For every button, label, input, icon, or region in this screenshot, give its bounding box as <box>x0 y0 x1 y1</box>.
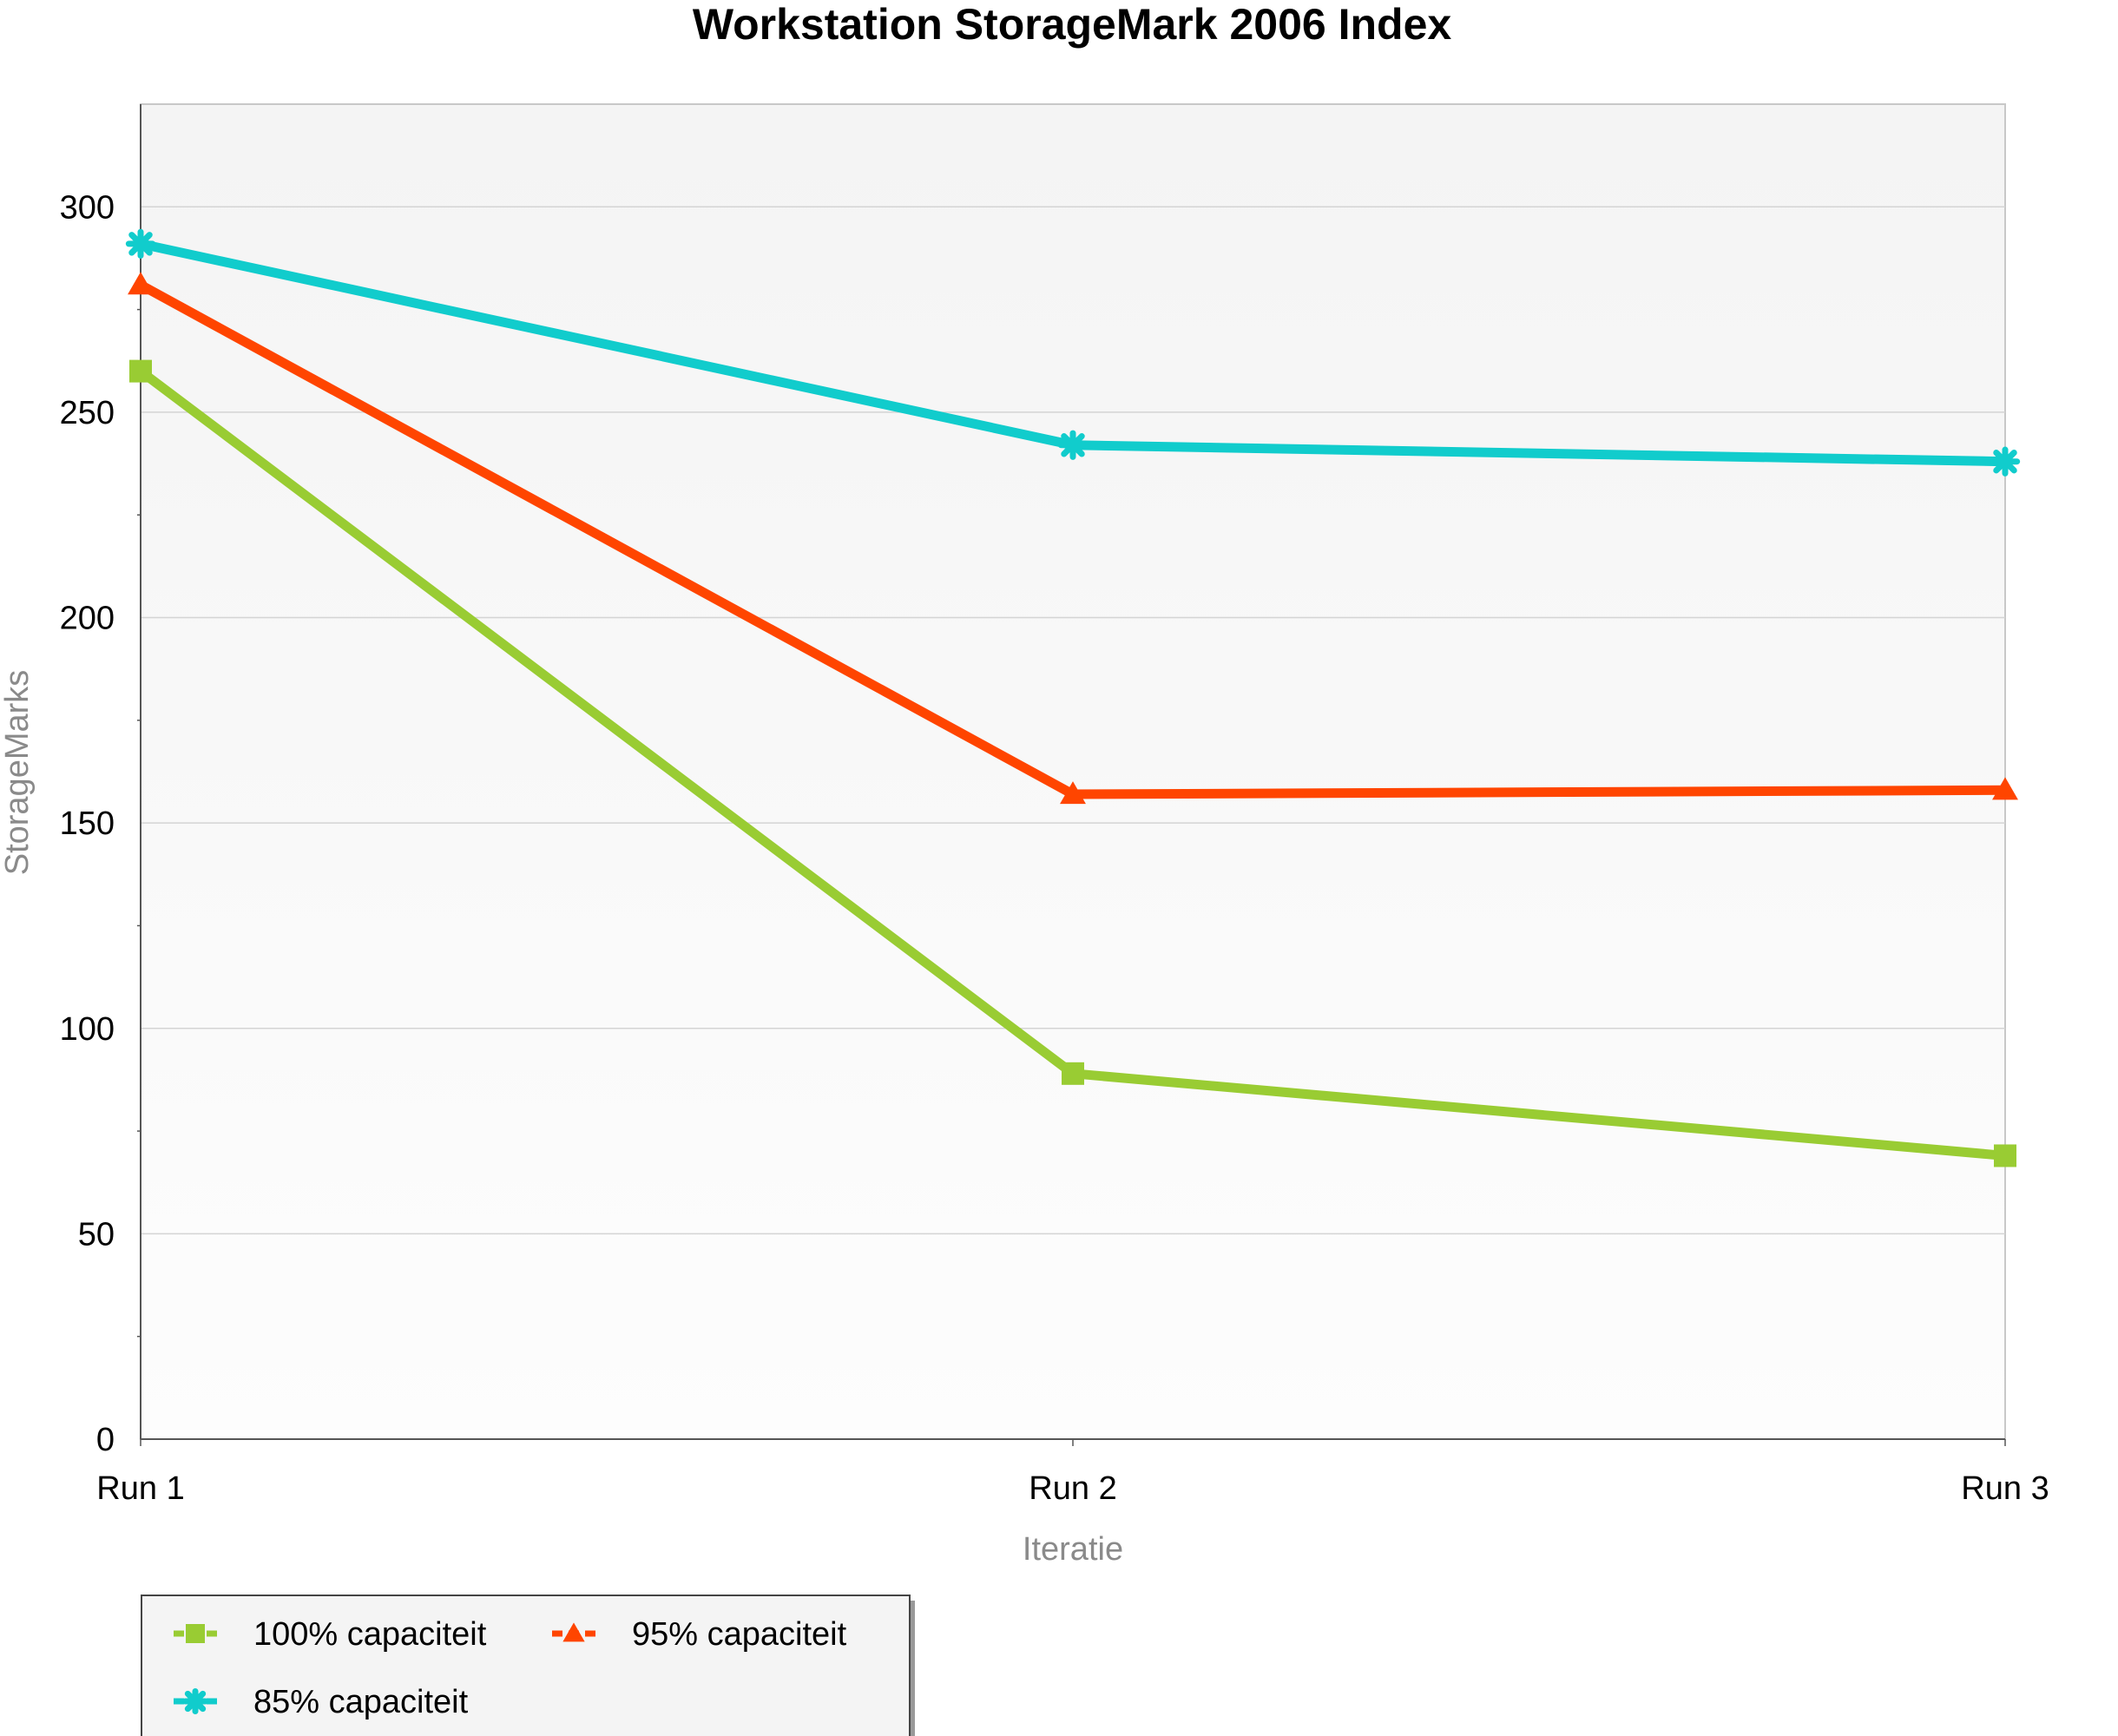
gridlines <box>141 206 2005 1235</box>
chart-title: Workstation StorageMark 2006 Index <box>693 0 1452 49</box>
plot-area <box>140 103 2006 1440</box>
series-1 <box>129 359 2016 1167</box>
legend-item: 95% capaciteit <box>552 1616 847 1653</box>
x-axis-ticks: Run 1 Run 2 Run 3 <box>96 1439 2049 1507</box>
marker-square <box>1994 1144 2016 1167</box>
marker-triangle <box>1060 781 1086 805</box>
y-axis-ticks: 0 50 100 150 200 250 300 <box>60 189 115 1458</box>
y-tick-label: 50 <box>78 1216 115 1253</box>
legend: 100% capaciteit 95% capaciteit 85% capacit… <box>141 1595 915 1736</box>
legend-label: 95% capaciteit <box>632 1616 847 1653</box>
x-tick-label: Run 1 <box>96 1470 184 1507</box>
legend-items: 100% capaciteit 95% capaciteit 85% capacit… <box>174 1616 847 1720</box>
y-tick-label: 150 <box>60 806 115 842</box>
legend-label: 100% capaciteit <box>253 1616 487 1653</box>
marker-star <box>1990 446 2021 477</box>
series-group <box>125 228 2021 1167</box>
x-tick-label: Run 3 <box>1961 1470 2049 1507</box>
marker-star <box>1057 430 1089 460</box>
y-tick-label: 250 <box>60 395 115 431</box>
marker-star <box>181 1687 209 1715</box>
marker-star <box>125 228 156 260</box>
x-tick-label: Run 2 <box>1029 1470 1116 1507</box>
legend-label: 85% capaciteit <box>253 1684 469 1720</box>
series-3 <box>125 228 2021 477</box>
y-tick-label: 0 <box>96 1422 115 1458</box>
y-tick-label: 300 <box>60 189 115 226</box>
marker-square <box>1062 1062 1084 1085</box>
marker-square <box>186 1624 205 1643</box>
marker-triangle <box>1992 777 2018 800</box>
marker-triangle <box>128 272 154 295</box>
marker-square <box>129 359 152 383</box>
y-tick-label: 100 <box>60 1011 115 1048</box>
legend-box <box>141 1595 911 1736</box>
y-tick-label: 200 <box>60 601 115 637</box>
legend-item: 100% capaciteit <box>174 1616 487 1653</box>
series-2 <box>128 272 2018 805</box>
legend-item: 85% capaciteit <box>174 1684 469 1720</box>
x-axis-label: Iteratie <box>1023 1531 1123 1568</box>
y-axis-label: StorageMarks <box>0 670 36 876</box>
marker-triangle <box>562 1622 585 1642</box>
